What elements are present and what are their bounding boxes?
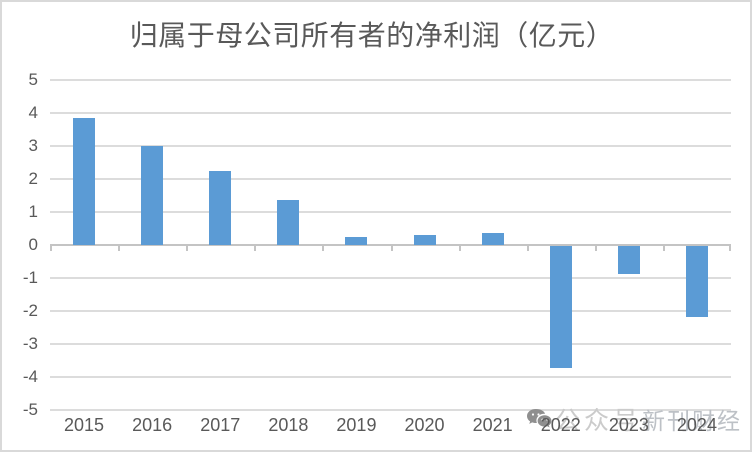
x-axis-label: 2019: [336, 415, 377, 435]
y-axis-label: 1: [28, 202, 38, 221]
x-axis-label: 2015: [64, 415, 105, 435]
bar-2018: [277, 200, 300, 245]
x-axis-label: 2018: [268, 415, 309, 435]
y-axis-label: -3: [22, 334, 38, 353]
bar-2016: [141, 146, 164, 245]
x-axis-label: 2022: [540, 415, 581, 435]
y-axis-label: 5: [28, 70, 38, 89]
axis-tick: [254, 246, 257, 251]
bar-2022: [549, 246, 572, 369]
gridline: [50, 211, 731, 213]
y-axis-label: 4: [28, 103, 38, 122]
bar-2021: [481, 233, 504, 245]
y-axis-label: -4: [22, 367, 38, 386]
axis-tick: [458, 246, 461, 251]
y-axis-label: 0: [28, 235, 38, 254]
axis-tick: [390, 246, 393, 251]
bar-2019: [345, 236, 368, 245]
y-axis-label: -2: [22, 301, 38, 320]
chart-title: 归属于母公司所有者的净利润（亿元）: [129, 20, 615, 51]
y-axis-label: 3: [28, 136, 38, 155]
bar-2023: [617, 246, 640, 275]
bar-2020: [413, 235, 436, 245]
gridline: [50, 79, 731, 81]
axis-tick: [526, 246, 529, 251]
gridline: [50, 376, 731, 378]
gridline: [50, 409, 731, 411]
gridline: [50, 178, 731, 180]
x-axis-label: 2023: [608, 415, 649, 435]
axis-tick: [186, 246, 189, 251]
axis-tick: [594, 246, 597, 251]
bar-2024: [685, 246, 708, 317]
y-axis-label: -5: [22, 400, 38, 419]
axis-tick: [322, 246, 325, 251]
x-axis-label: 2017: [200, 415, 241, 435]
gridline: [50, 343, 731, 345]
gridline: [50, 310, 731, 312]
wechat-icon: [527, 409, 552, 428]
axis-tick: [118, 246, 121, 251]
axis-tick: [729, 246, 731, 251]
x-axis-label: 2021: [472, 415, 513, 435]
x-axis-label: 2024: [676, 415, 717, 435]
y-axis-label: -1: [22, 268, 38, 287]
plot-area: [50, 79, 731, 411]
bar-2017: [209, 170, 232, 245]
gridline: [50, 112, 731, 114]
watermark: 公众号 新刊财经: [526, 401, 742, 437]
watermark-prefix: 公众号: [555, 407, 643, 435]
y-axis-label: 2: [28, 169, 38, 188]
axis-tick: [662, 246, 665, 251]
watermark-account-name: 新刊财经: [642, 408, 743, 434]
x-axis-line: [50, 244, 731, 246]
gridline: [50, 145, 731, 147]
axis-tick: [50, 246, 52, 251]
x-axis-label: 2020: [404, 415, 445, 435]
bar-2015: [73, 117, 96, 245]
gridline: [50, 277, 731, 279]
x-axis-label: 2016: [132, 415, 173, 435]
